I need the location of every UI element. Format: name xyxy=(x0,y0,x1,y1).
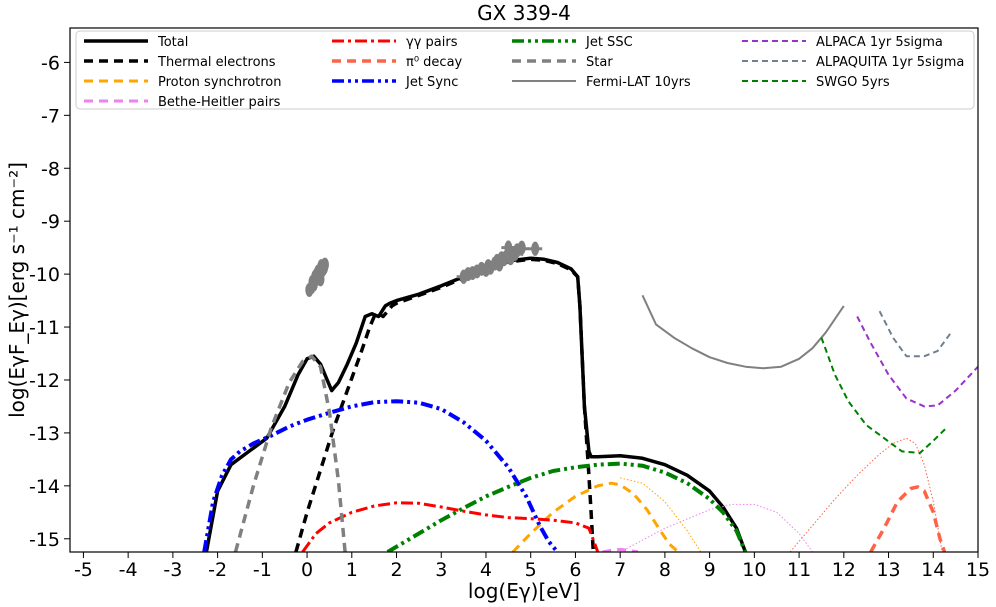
y-tick-label: -13 xyxy=(29,423,60,445)
y-axis-label: log(EγF_Eγ)[erg s⁻¹ cm⁻²] xyxy=(5,162,29,418)
legend-label: Jet SSC xyxy=(585,35,633,50)
legend-item-alpaca-1yr-5sigma: ALPACA 1yr 5sigma xyxy=(742,35,943,50)
legend-item-jet-ssc: Jet SSC xyxy=(512,35,633,50)
legend-item-thermal-electrons: Thermal electrons xyxy=(84,55,276,70)
x-tick-label: 0 xyxy=(301,559,313,581)
x-tick-label: 13 xyxy=(876,559,900,581)
chart-title: GX 339-4 xyxy=(477,1,571,25)
plus-marker xyxy=(514,241,529,256)
x-tick-label: 14 xyxy=(921,559,945,581)
legend: Total Thermal electrons Proton synchrotron… xyxy=(75,30,975,110)
y-tick-label: -15 xyxy=(29,529,60,551)
star-line xyxy=(233,354,347,552)
proton-synchrotron-line xyxy=(511,481,680,552)
thermal-electrons-line xyxy=(294,257,596,552)
x-tick-label: -3 xyxy=(163,559,182,581)
legend-label: Thermal electrons xyxy=(157,55,276,70)
plot-frame xyxy=(69,27,979,553)
x-axis-label: log(Eγ)[eV] xyxy=(468,579,580,603)
y-tick-label: -9 xyxy=(41,211,60,233)
jet-sync-line xyxy=(202,399,560,552)
plot-area xyxy=(70,28,978,552)
alpaquita-1yr-5sigma-line xyxy=(878,310,953,358)
y-tick-label: -6 xyxy=(41,52,60,74)
x-tick-label: 15 xyxy=(966,559,990,581)
legend-item-decay: π⁰ decay xyxy=(332,55,463,70)
series-layer xyxy=(202,256,978,552)
x-tick-label: 5 xyxy=(525,559,537,581)
x-tick-label: 3 xyxy=(435,559,447,581)
bethe-heitler-pairs-extension-line xyxy=(619,503,813,552)
y-tick-label: -11 xyxy=(29,317,60,339)
data-point xyxy=(320,257,329,272)
legend-label: Proton synchrotron xyxy=(158,75,282,90)
x-tick-label: 10 xyxy=(742,559,766,581)
marker-layer xyxy=(305,240,543,297)
legend-label: γγ pairs xyxy=(406,35,458,50)
x-tick-label: -5 xyxy=(74,559,93,581)
plus-marker xyxy=(501,240,516,255)
x-tick-label: 7 xyxy=(614,559,626,581)
y-tick-label: -10 xyxy=(29,264,60,286)
legend-item-bethe-heitler-pairs: Bethe-Heitler pairs xyxy=(84,95,281,110)
decay-extension-line xyxy=(789,437,943,552)
x-tick-label: 1 xyxy=(346,559,358,581)
y-tick-label: -8 xyxy=(41,158,60,180)
fermi-lat-10yrs-line xyxy=(641,294,845,370)
legend-label: ALPACA 1yr 5sigma xyxy=(816,35,943,50)
legend-label: ALPAQUITA 1yr 5sigma xyxy=(816,55,964,70)
x-tick-label: 6 xyxy=(569,559,581,581)
y-axis: -15 -14 -13 -12 -11 -10 -9 -8 -7 -6 xyxy=(29,52,70,551)
plus-marker xyxy=(528,241,543,256)
legend-item-swgo-5yrs: SWGO 5yrs xyxy=(742,75,890,90)
legend-item-proton-synchrotron: Proton synchrotron xyxy=(84,75,282,90)
x-tick-label: -1 xyxy=(253,559,272,581)
jet-ssc-line xyxy=(386,461,748,552)
legend-label: Bethe-Heitler pairs xyxy=(158,95,281,110)
legend-item-pairs: γγ pairs xyxy=(332,35,458,50)
bethe-heitler-pairs-line xyxy=(602,547,639,552)
legend-box xyxy=(75,30,975,110)
legend-label: Fermi-LAT 10yrs xyxy=(586,75,691,90)
legend-label: SWGO 5yrs xyxy=(816,75,890,90)
x-tick-label: 2 xyxy=(390,559,402,581)
alpaca-1yr-5sigma-line xyxy=(856,316,978,408)
legend-item-jet-sync: Jet Sync xyxy=(332,75,458,90)
swgo-5yrs-line xyxy=(820,337,948,454)
legend-label: Star xyxy=(586,55,613,70)
legend-label: Total xyxy=(157,35,188,50)
legend-item-alpaquita-1yr-5sigma: ALPAQUITA 1yr 5sigma xyxy=(742,55,964,70)
x-tick-label: 11 xyxy=(787,559,811,581)
plus-marker xyxy=(456,269,471,284)
x-axis: -5 -4 -3 -2 -1 0 1 2 3 4 5 6 7 8 9 10 11 12 13 14 15 xyxy=(74,552,990,581)
x-tick-label: 9 xyxy=(704,559,716,581)
x-tick-label: -2 xyxy=(208,559,227,581)
x-tick-label: 8 xyxy=(659,559,671,581)
legend-label: Jet Sync xyxy=(405,75,458,90)
legend-item-star: Star xyxy=(512,55,613,70)
decay-line xyxy=(869,485,947,552)
y-tick-label: -7 xyxy=(41,105,60,127)
x-tick-label: 12 xyxy=(832,559,856,581)
x-tick-label: -4 xyxy=(119,559,138,581)
proton-synchrotron-extension-line xyxy=(620,477,702,552)
legend-item-total: Total xyxy=(84,35,188,50)
y-tick-label: -14 xyxy=(29,476,60,498)
legend-item-fermi-lat-10yrs: Fermi-LAT 10yrs xyxy=(512,75,691,90)
x-tick-label: 4 xyxy=(480,559,492,581)
legend-label: π⁰ decay xyxy=(406,55,463,70)
y-tick-label: -12 xyxy=(29,370,60,392)
